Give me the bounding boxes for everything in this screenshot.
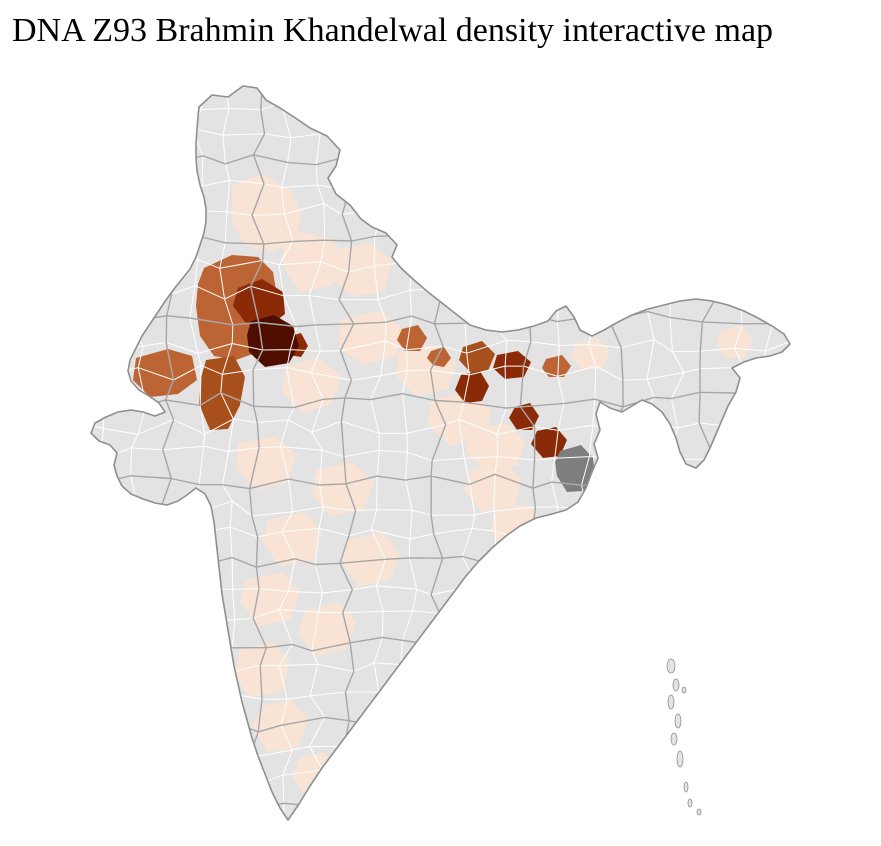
- island-shape: [667, 694, 675, 710]
- island-shape: [696, 808, 702, 816]
- island-shape: [676, 750, 684, 768]
- island-shape: [683, 781, 689, 793]
- island-shape: [687, 798, 693, 808]
- island-shape: [672, 678, 680, 692]
- region-up-light-4[interactable]: [466, 423, 526, 472]
- region-central-light-3[interactable]: [262, 512, 322, 566]
- island-shape: [674, 713, 682, 729]
- region-bihar-spot-medium[interactable]: [542, 355, 571, 377]
- region-up-spot-medium-1[interactable]: [397, 325, 427, 351]
- region-shekhawati-dark[interactable]: [233, 279, 285, 327]
- region-deccan-light-2[interactable]: [298, 602, 356, 656]
- region-central-light-2[interactable]: [312, 462, 374, 516]
- region-east-up-dark[interactable]: [493, 351, 531, 379]
- island-shape: [681, 686, 687, 694]
- region-up-spot-medium-2[interactable]: [427, 347, 451, 367]
- region-allahabad-dark[interactable]: [455, 371, 489, 403]
- region-south-light-1[interactable]: [234, 642, 290, 698]
- region-west-rajasthan-medium[interactable]: [133, 349, 197, 397]
- island-shape: [670, 732, 678, 746]
- region-punjab-east-light[interactable]: [283, 230, 346, 292]
- island-shape: [666, 658, 676, 674]
- page-title: DNA Z93 Brahmin Khandelwal density inter…: [12, 12, 774, 49]
- region-east-light-1[interactable]: [464, 462, 522, 512]
- country-outline: [90, 85, 791, 821]
- region-northeast-light[interactable]: [716, 325, 753, 358]
- region-himachal-foothills-light[interactable]: [232, 174, 302, 252]
- region-up-light-1[interactable]: [339, 311, 403, 365]
- region-central-light-4[interactable]: [342, 532, 400, 586]
